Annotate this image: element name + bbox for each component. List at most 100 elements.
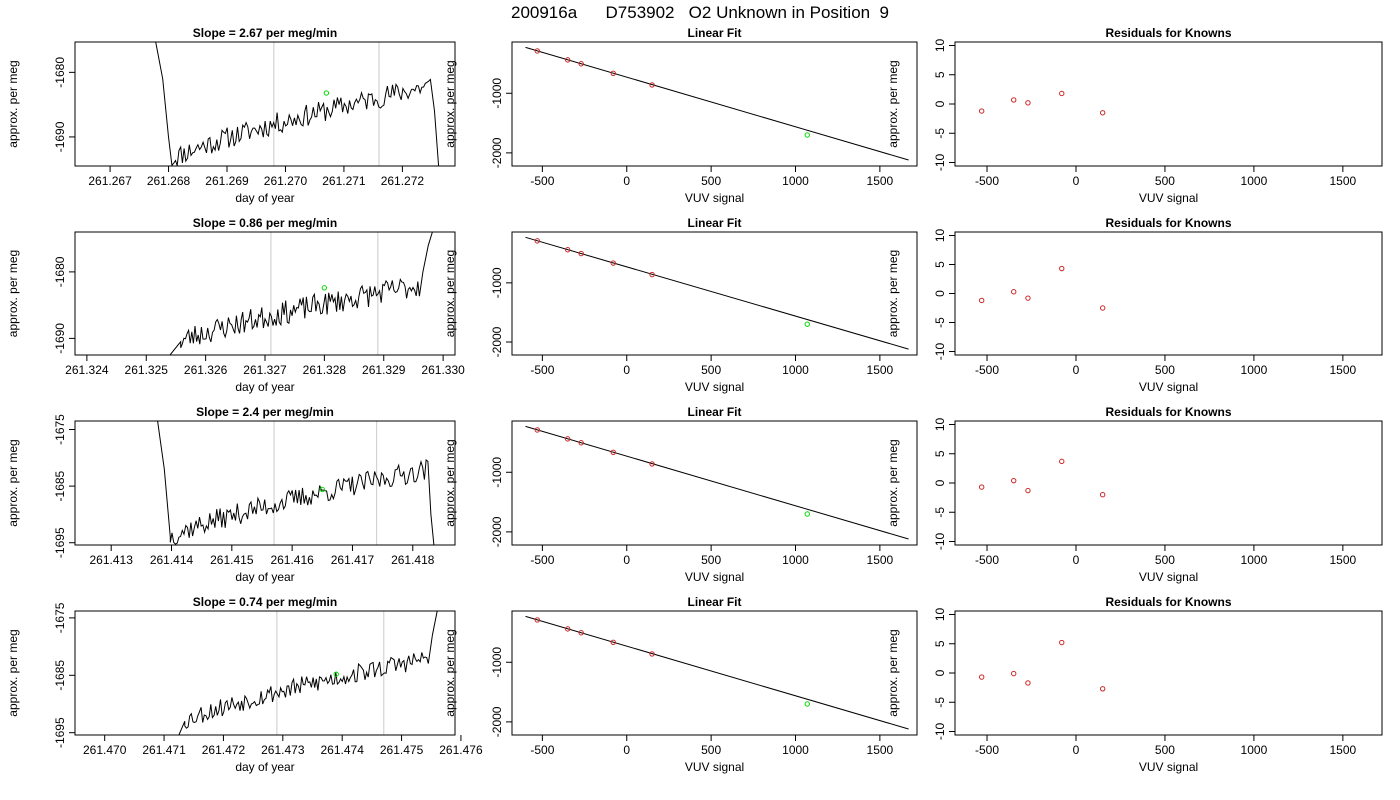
x-tick-label: 1500 xyxy=(1330,553,1357,567)
panel-title: Slope = 2.4 per meg/min xyxy=(196,405,334,419)
y-axis-label: approx. per meg xyxy=(886,60,900,147)
x-tick-label: 261.418 xyxy=(391,553,435,567)
x-tick-label: 261.324 xyxy=(65,363,109,377)
y-tick-label: -1000 xyxy=(490,78,504,109)
x-tick-label: 500 xyxy=(701,363,721,377)
unknown-marker-point xyxy=(319,486,326,493)
plot-frame xyxy=(954,231,1383,356)
residual-point xyxy=(1011,477,1017,484)
x-tick-label: 1000 xyxy=(782,363,809,377)
panel-title: Linear Fit xyxy=(687,595,741,609)
y-tick-label: 0 xyxy=(933,100,947,107)
y-axis-label: approx. per meg xyxy=(443,250,457,337)
x-tick-label: 0 xyxy=(1073,363,1080,377)
x-axis-label: VUV signal xyxy=(685,191,744,205)
known-standard-point xyxy=(564,436,571,442)
trace-series-line xyxy=(169,232,433,355)
x-tick-label: 261.415 xyxy=(210,553,254,567)
x-tick-label: 261.271 xyxy=(322,174,366,188)
x-axis-label: day of year xyxy=(235,570,294,584)
unknown-point xyxy=(804,132,811,138)
panel-plot-area xyxy=(525,46,909,161)
x-tick-label: 261.414 xyxy=(150,553,194,567)
y-tick-label: 10 xyxy=(933,228,947,242)
residual-point xyxy=(1025,487,1031,494)
y-axis-label: approx. per meg xyxy=(443,439,457,526)
panel-plot-area xyxy=(978,90,1106,116)
panel-title: Residuals for Knowns xyxy=(1105,405,1231,419)
known-standard-point xyxy=(578,630,584,636)
panel-title: Residuals for Knowns xyxy=(1105,216,1231,230)
x-tick-label: 1500 xyxy=(867,553,894,567)
panel-3-1: Linear Fit VUV signal approx. per meg -500 0… xyxy=(443,595,918,774)
y-tick-label: 5 xyxy=(933,450,947,457)
x-tick-label: 261.268 xyxy=(147,174,191,188)
y-tick-label: 0 xyxy=(933,669,947,676)
known-standard-point xyxy=(578,440,584,446)
panel-title: Slope = 0.74 per meg/min xyxy=(193,595,337,609)
panel-title: Residuals for Knowns xyxy=(1105,26,1231,40)
residual-point xyxy=(1059,639,1065,646)
x-axis-label: day of year xyxy=(235,380,294,394)
y-tick-label: -1000 xyxy=(490,647,504,678)
known-standard-point xyxy=(649,82,655,88)
known-standard-point xyxy=(649,461,655,467)
y-tick-label: 0 xyxy=(933,479,947,486)
x-tick-label: 500 xyxy=(1155,174,1175,188)
known-standard-point xyxy=(649,271,655,278)
unknown-marker-point xyxy=(323,90,330,96)
x-tick-label: -500 xyxy=(975,743,999,757)
residual-point xyxy=(978,674,985,680)
y-tick-label: 5 xyxy=(933,261,947,268)
x-tick-label: 500 xyxy=(1155,743,1175,757)
y-axis-label: approx. per meg xyxy=(886,250,900,337)
y-tick-label: -1000 xyxy=(490,267,504,298)
x-tick-label: 261.327 xyxy=(243,363,287,377)
panel-0-2: Residuals for Knowns VUV signal approx. pe… xyxy=(886,26,1383,205)
residual-point xyxy=(1059,458,1065,465)
known-standard-point xyxy=(534,427,541,433)
x-tick-label: -500 xyxy=(975,363,999,377)
residual-point xyxy=(1011,97,1017,103)
unknown-point xyxy=(804,701,811,707)
x-tick-label: 261.267 xyxy=(88,174,132,188)
y-tick-label: -10 xyxy=(933,343,947,361)
residual-point xyxy=(1099,110,1106,116)
fit-line xyxy=(525,615,909,730)
x-tick-label: 1500 xyxy=(867,363,894,377)
known-standard-point xyxy=(578,61,584,67)
x-tick-label: 261.413 xyxy=(89,553,133,567)
panel-title: Residuals for Knowns xyxy=(1105,595,1231,609)
x-tick-label: 261.417 xyxy=(331,553,375,567)
residual-point xyxy=(1025,295,1031,301)
y-tick-label: -5 xyxy=(933,507,947,518)
y-tick-label: -1675 xyxy=(53,414,67,445)
known-standard-point xyxy=(564,247,571,253)
x-tick-label: 261.329 xyxy=(362,363,406,377)
x-tick-label: -500 xyxy=(975,174,999,188)
x-tick-label: 0 xyxy=(623,363,630,377)
y-tick-label: 10 xyxy=(933,418,947,432)
panel-title: Linear Fit xyxy=(687,405,741,419)
y-tick-label: -5 xyxy=(933,128,947,139)
x-tick-label: 261.270 xyxy=(264,174,308,188)
residual-point xyxy=(1099,686,1106,692)
x-tick-label: 500 xyxy=(1155,553,1175,567)
x-tick-label: 261.471 xyxy=(142,743,186,757)
residual-point xyxy=(1099,491,1106,498)
panel-3-2: Residuals for Knowns VUV signal approx. pe… xyxy=(886,595,1383,774)
y-tick-label: -1685 xyxy=(53,470,67,501)
x-tick-label: -500 xyxy=(530,363,554,377)
x-tick-label: 1500 xyxy=(1330,174,1357,188)
panel-plot-area xyxy=(157,421,435,545)
x-tick-label: 1000 xyxy=(782,553,809,567)
y-tick-label: -10 xyxy=(933,532,947,550)
known-standard-point xyxy=(534,48,541,54)
y-tick-label: 0 xyxy=(933,290,947,297)
x-tick-label: 0 xyxy=(623,553,630,567)
x-tick-label: 261.473 xyxy=(261,743,305,757)
x-tick-label: 261.472 xyxy=(202,743,246,757)
panel-plot-area xyxy=(178,611,438,735)
panel-plot-area xyxy=(525,425,909,540)
